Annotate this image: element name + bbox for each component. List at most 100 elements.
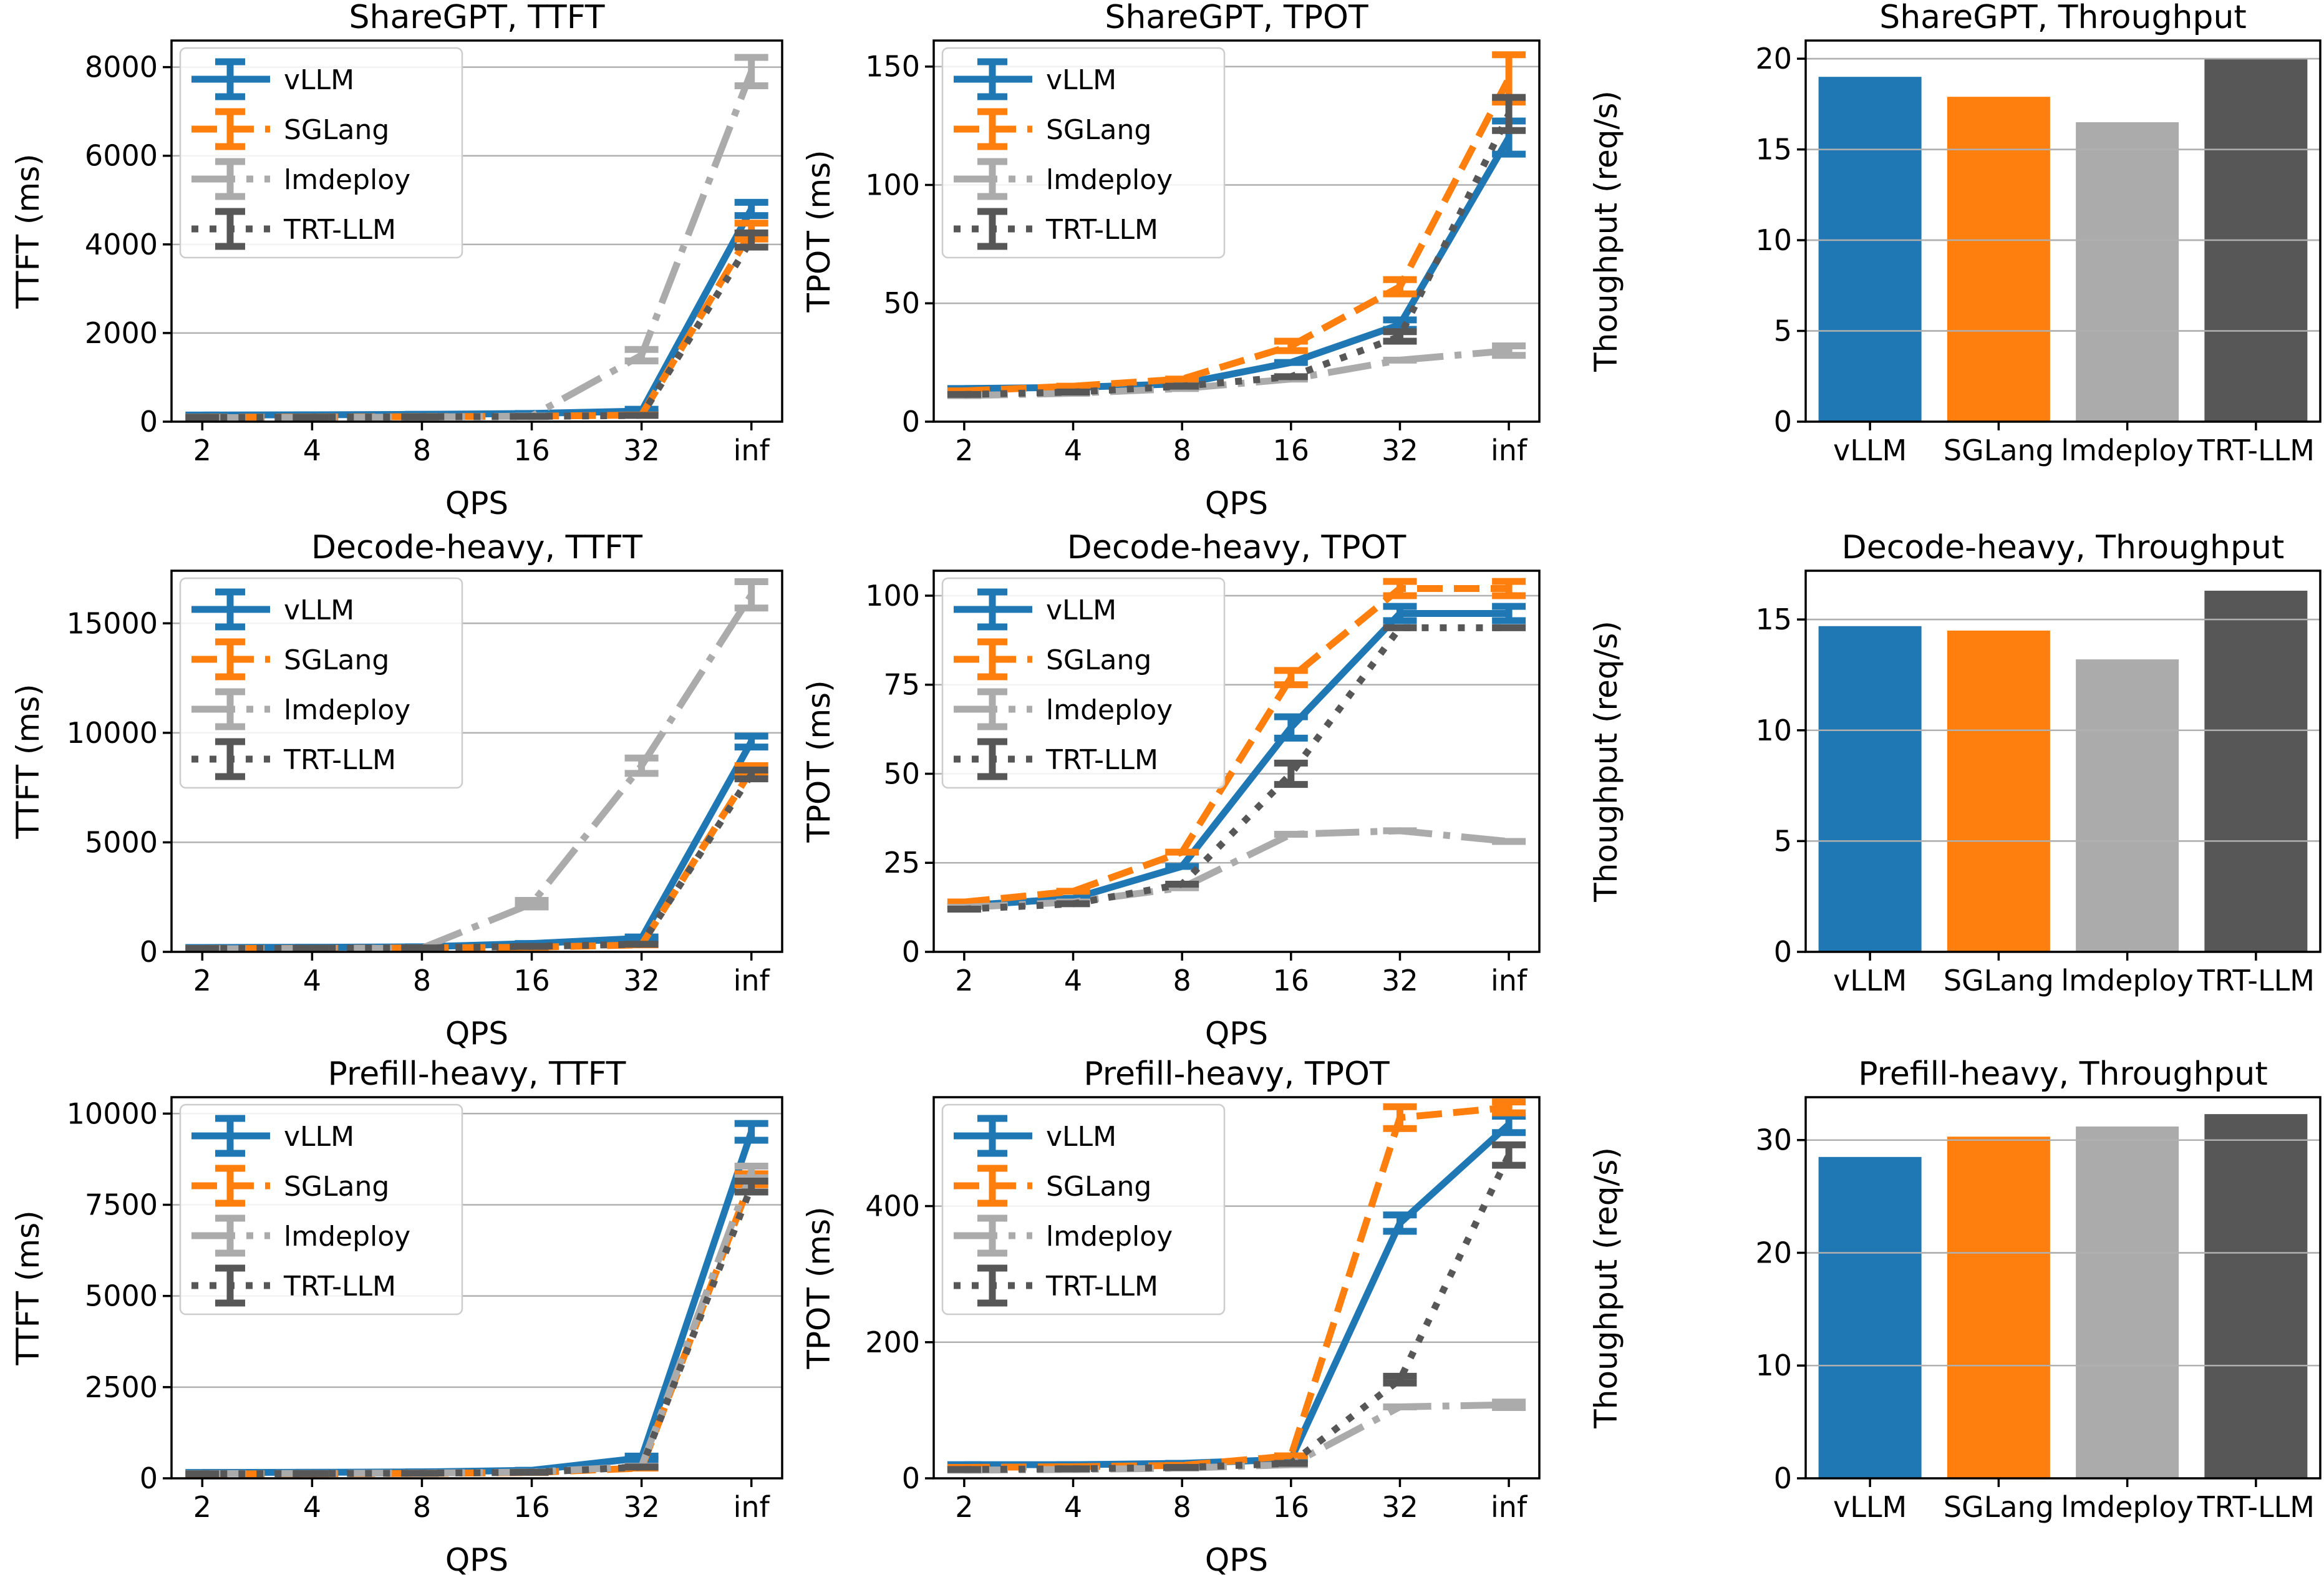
legend-label: vLLM [284, 594, 354, 626]
legend-entry-TRT-LLM: TRT-LLM [191, 208, 396, 250]
legend-label: vLLM [1046, 64, 1116, 96]
y-tick-label: 0 [902, 935, 920, 969]
y-tick-label: 150 [865, 50, 920, 84]
y-tick-label: 25 [883, 846, 920, 880]
series-line [202, 238, 755, 421]
series-line [964, 77, 1512, 395]
legend-entry-TRT-LLM: TRT-LLM [954, 208, 1158, 250]
y-tick-label: 15 [1755, 603, 1792, 636]
x-tick-label: 4 [303, 964, 321, 997]
legend-box [941, 1103, 1226, 1316]
legend-entry-vLLM: vLLM [191, 58, 354, 100]
chart-title: ShareGPT, Throughput [1879, 0, 2247, 36]
series-TRT-LLM [947, 94, 1526, 398]
y-tick-label: 10 [1755, 1349, 1792, 1382]
x-tick-label: 2 [193, 964, 211, 997]
chart-title: Prefill-heavy, TTFT [328, 1055, 626, 1093]
y-tick-label: 5 [1774, 824, 1792, 858]
plot-data [947, 578, 1526, 913]
chart-prefill-heavy-throughput: Prefill-heavy, Throughput Thoughput (req/… [1588, 1055, 2322, 1524]
bar-SGLang [1947, 97, 2050, 422]
legend-entry-SGLang: SGLang [954, 1165, 1151, 1207]
legend-entry-TRT-LLM: TRT-LLM [191, 1264, 396, 1307]
x-tick-label: inf [1491, 964, 1528, 997]
legend-entry-lmdeploy: lmdeploy [191, 1214, 410, 1257]
series-TRT-LLM [185, 767, 768, 952]
legend-entry-lmdeploy: lmdeploy [191, 688, 410, 730]
series-line [202, 229, 755, 421]
axes-spines [1804, 1096, 2322, 1480]
y-tick-label: 4000 [85, 228, 158, 261]
x-tick-label: 8 [413, 1490, 431, 1524]
plot-data [185, 54, 768, 422]
legend-entry-TRT-LLM: TRT-LLM [191, 738, 396, 780]
x-tick-label: 4 [1064, 1490, 1082, 1524]
y-axis-label: TTFT (ms) [10, 153, 46, 309]
legend-entry-vLLM: vLLM [191, 588, 354, 631]
y-axis-label: Thoughput (req/s) [1588, 1147, 1624, 1429]
x-tick-label: 32 [1382, 1490, 1418, 1524]
x-tick-label: 16 [513, 1490, 550, 1524]
y-tick-label: 10 [1755, 223, 1792, 257]
bar-category-label: SGLang [1944, 964, 2054, 997]
x-axis-label: QPS [445, 1015, 508, 1052]
legend-box [941, 47, 1226, 259]
y-tick-label: 5 [1774, 314, 1792, 348]
y-tick-label: 0 [1774, 405, 1792, 439]
chart-title: Decode-heavy, TTFT [311, 529, 642, 566]
chart-decode-heavy-ttft: Decode-heavy, TTFT TTFT (ms) 0 5000 10000 150… [10, 529, 783, 1052]
y-tick-label: 8000 [85, 51, 158, 84]
legend-box [941, 577, 1226, 789]
x-tick-label: 4 [303, 1490, 321, 1524]
series-SGLang [185, 762, 768, 952]
y-tick-label: 0 [902, 1461, 920, 1495]
legend-label: lmdeploy [1046, 1221, 1173, 1253]
series-TRT-LLM [947, 624, 1526, 913]
legend: vLLM SGLang lmdeploy TRT-LLM [179, 577, 463, 789]
legend-label: TRT-LLM [283, 214, 396, 246]
x-axis-label: QPS [1205, 1015, 1268, 1052]
series-line [964, 624, 1509, 913]
legend-box [179, 1103, 463, 1316]
x-tick-label: 2 [955, 964, 973, 997]
plot-data [1806, 57, 2320, 422]
legend-label: SGLang [284, 1171, 389, 1203]
x-tick-label: inf [1491, 1490, 1528, 1524]
chart-prefill-heavy-tpot: Prefill-heavy, TPOT TPOT (ms) 0 200 400 2 4 8 16… [801, 1055, 1541, 1575]
chart-title: Prefill-heavy, Throughput [1858, 1055, 2268, 1093]
legend: vLLM SGLang lmdeploy TRT-LLM [941, 577, 1226, 789]
bar-category-label: vLLM [1833, 964, 1907, 997]
x-axis-label: QPS [1205, 485, 1268, 521]
legend-entry-TRT-LLM: TRT-LLM [954, 1264, 1158, 1307]
y-tick-label: 200 [865, 1325, 920, 1359]
y-tick-label: 0 [140, 1461, 158, 1495]
bar-lmdeploy [2076, 1127, 2179, 1478]
x-tick-label: 8 [1173, 434, 1191, 467]
y-tick-label: 0 [1774, 1461, 1792, 1495]
y-axis-label: Thoughput (req/s) [1588, 90, 1624, 372]
y-tick-label: 50 [883, 286, 920, 320]
legend-label: lmdeploy [1046, 164, 1173, 196]
series-line [202, 772, 755, 952]
axes-spines [932, 569, 1541, 953]
series-line [202, 768, 755, 952]
x-tick-label: 2 [193, 1490, 211, 1524]
bar-category-label: lmdeploy [2061, 434, 2193, 467]
legend-entry-SGLang: SGLang [191, 1165, 389, 1207]
y-tick-label: 400 [865, 1190, 920, 1223]
bar-category-label: vLLM [1833, 434, 1907, 467]
legend-entry-SGLang: SGLang [954, 108, 1151, 150]
y-tick-label: 0 [140, 935, 158, 969]
bar-category-label: SGLang [1944, 1490, 2054, 1524]
y-tick-label: 0 [1774, 935, 1792, 969]
legend-entry-vLLM: vLLM [191, 1115, 354, 1157]
legend-label: SGLang [284, 644, 389, 676]
series-TRT-LLM [185, 1177, 768, 1478]
legend-box [179, 47, 463, 259]
legend-entry-SGLang: SGLang [954, 638, 1151, 681]
chart-sharegpt-throughput: ShareGPT, Throughput Thoughput (req/s) 0 5 1… [1588, 0, 2322, 467]
chart-title: Decode-heavy, TPOT [1067, 529, 1407, 566]
bar-vLLM [1818, 1156, 1922, 1478]
